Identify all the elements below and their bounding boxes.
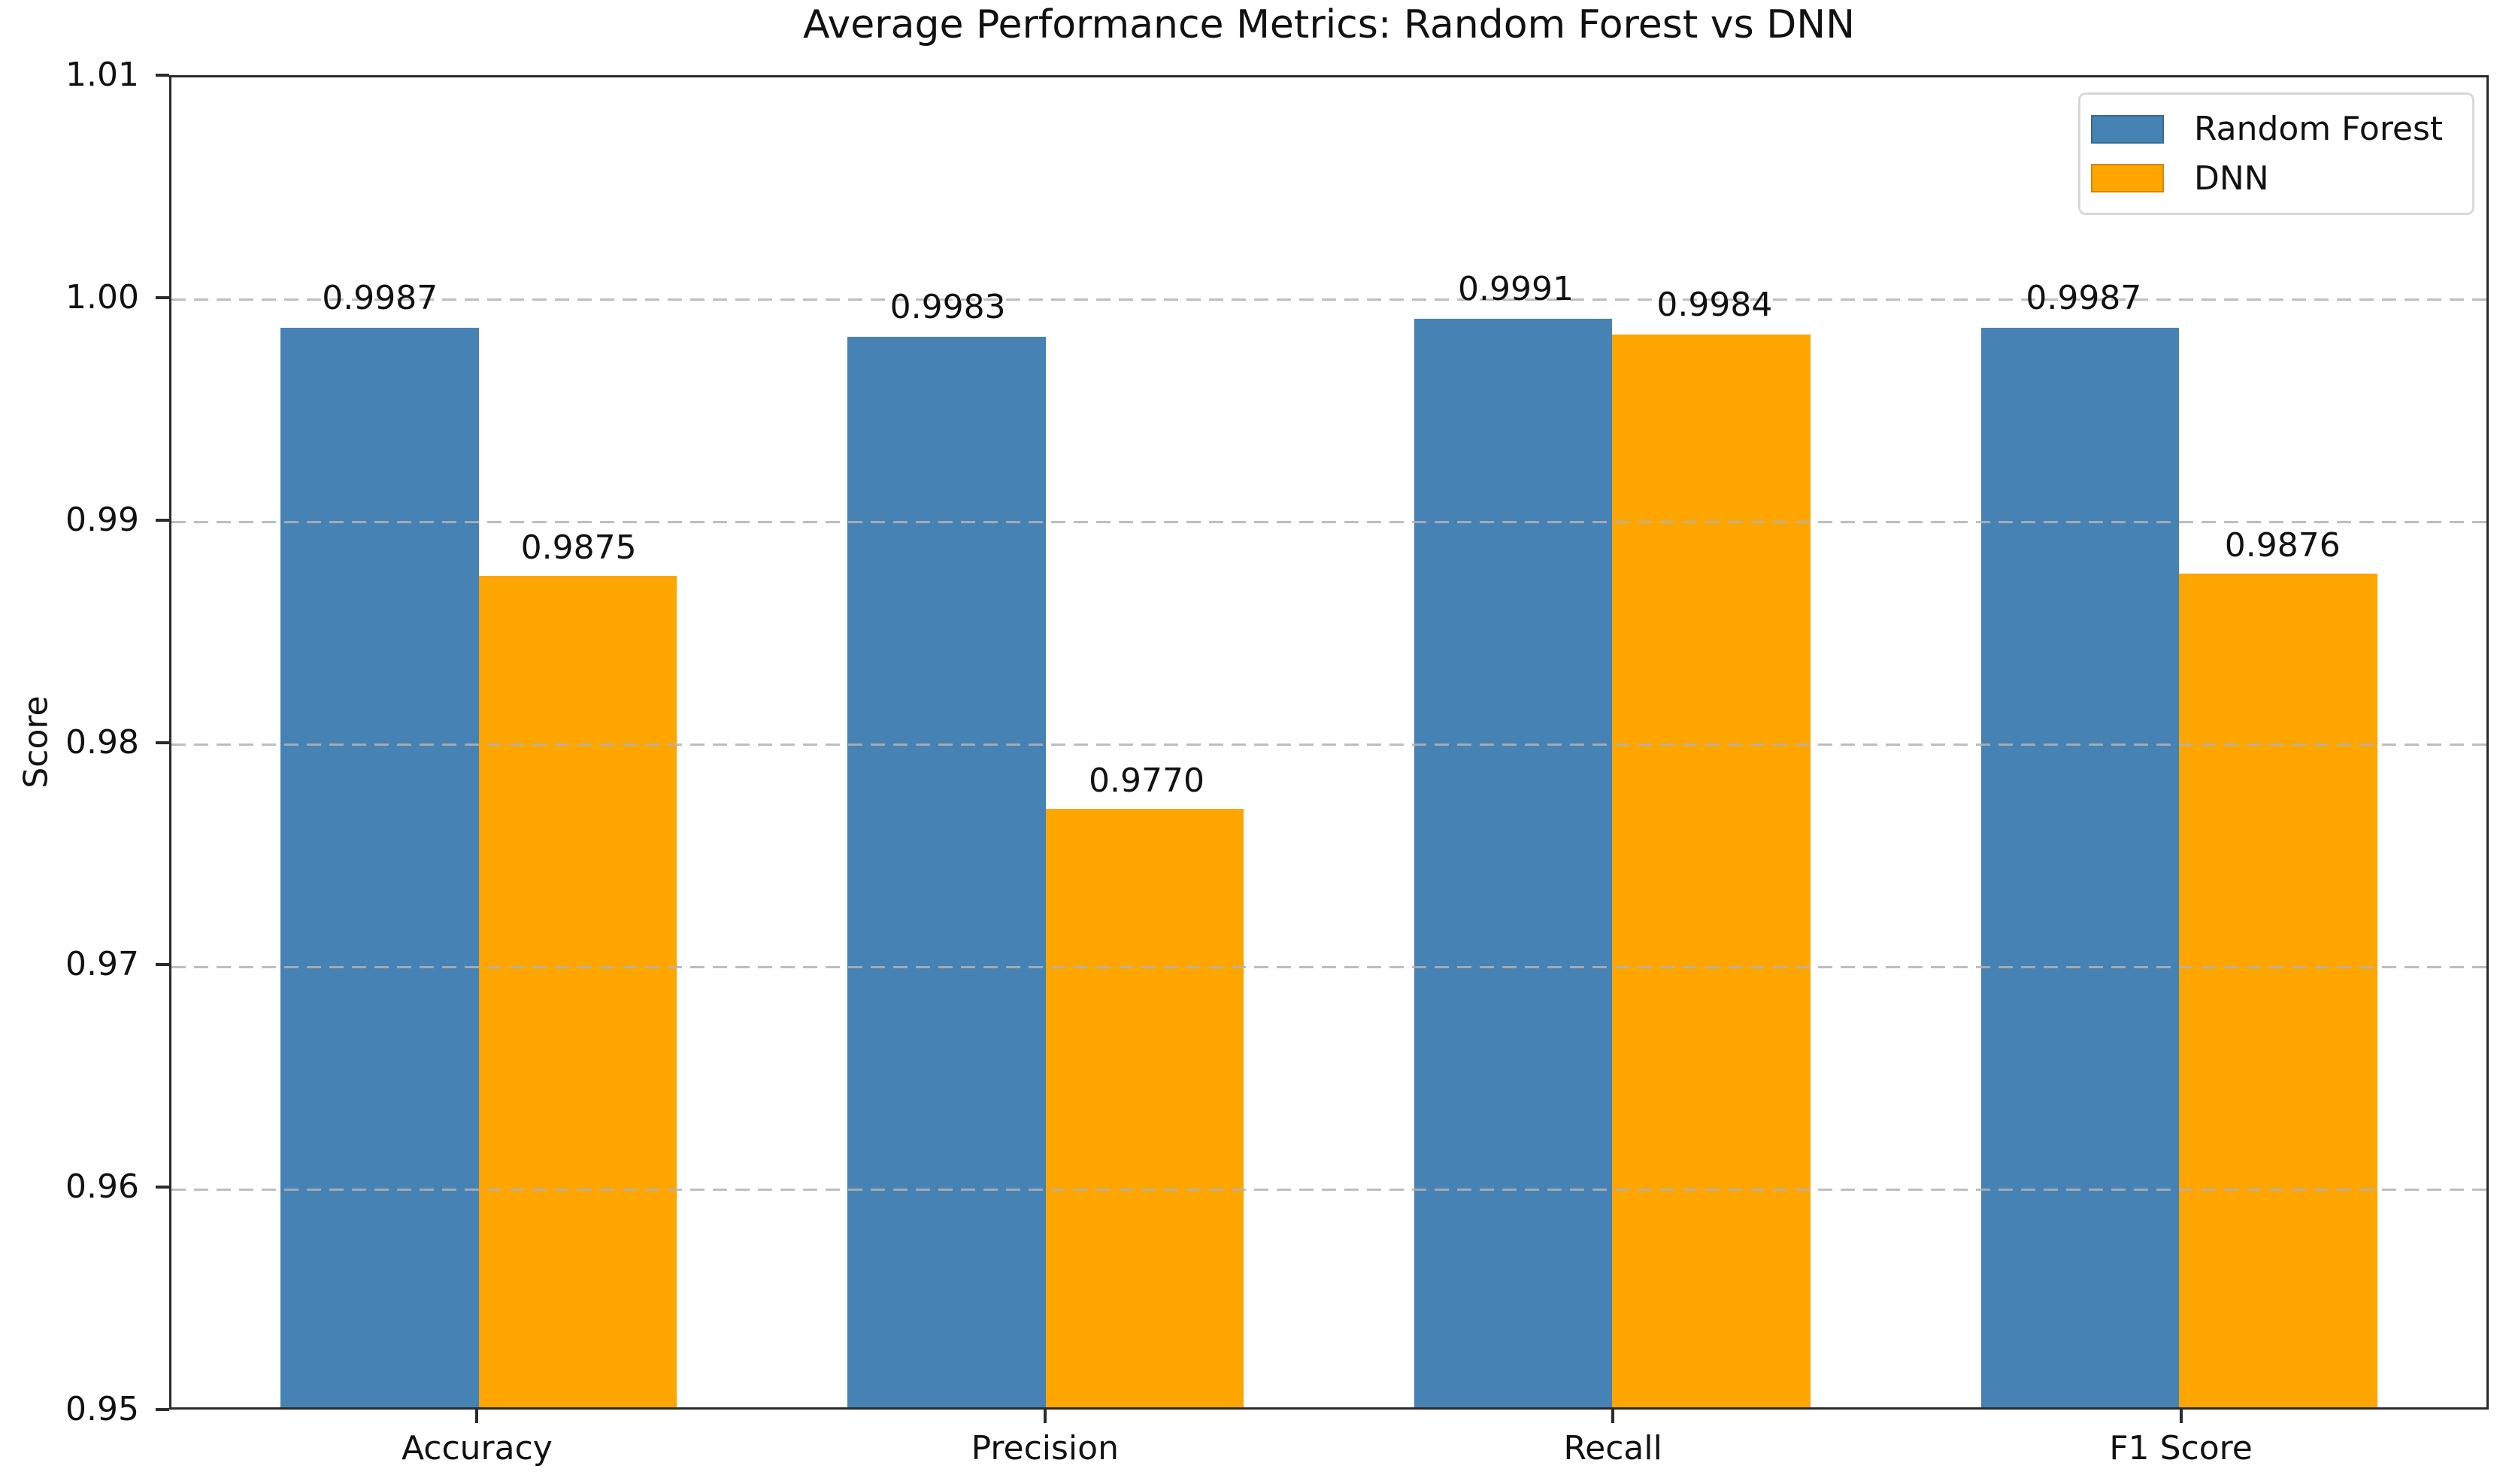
legend-swatch-random-forest xyxy=(2091,114,2164,144)
x-tick-label-recall: Recall xyxy=(1563,1429,1662,1467)
value-label-random-forest-precision: 0.9983 xyxy=(889,288,1006,327)
value-label-random-forest-accuracy: 0.9987 xyxy=(322,279,438,318)
x-tick-label-f1-score: F1 Score xyxy=(2109,1429,2253,1467)
legend-item-dnn: DNN xyxy=(2091,159,2472,198)
gridline-0.99 xyxy=(171,521,2486,524)
x-tick-label-precision: Precision xyxy=(971,1429,1119,1467)
x-tick-mark xyxy=(1043,1410,1047,1423)
bar-random-forest-f1-score xyxy=(1980,328,2180,1407)
x-tick-mark xyxy=(2179,1410,2183,1423)
legend-label-dnn: DNN xyxy=(2194,159,2269,198)
y-tick-mark xyxy=(156,1186,169,1189)
y-tick-label-0.97: 0.97 xyxy=(65,945,139,984)
y-tick-label-1.00: 1.00 xyxy=(65,277,139,316)
bar-dnn-accuracy xyxy=(478,576,677,1407)
bar-random-forest-recall xyxy=(1414,319,1613,1407)
value-label-random-forest-f1-score: 0.9987 xyxy=(2026,279,2142,318)
legend: Random Forest DNN xyxy=(2078,92,2474,215)
legend-item-random-forest: Random Forest xyxy=(2091,110,2472,148)
y-tick-label-0.95: 0.95 xyxy=(65,1390,139,1428)
value-label-dnn-precision: 0.9770 xyxy=(1089,762,1205,801)
gridline-1.00 xyxy=(171,298,2486,301)
value-label-dnn-accuracy: 0.9875 xyxy=(520,528,637,567)
y-tick-mark xyxy=(156,1408,169,1411)
value-label-random-forest-recall: 0.9991 xyxy=(1458,270,1574,309)
legend-swatch-dnn xyxy=(2091,164,2164,193)
x-tick-mark xyxy=(1611,1410,1615,1423)
gridline-0.96 xyxy=(171,1188,2486,1191)
chart-title: Average Performance Metrics: Random Fore… xyxy=(802,2,1856,47)
y-tick-label-1.01: 1.01 xyxy=(65,56,139,94)
y-tick-label-0.96: 0.96 xyxy=(65,1168,139,1207)
plot-area: 0.9987 0.9983 0.9991 0.9987 0.9875 0.9770 0.99… xyxy=(169,75,2489,1410)
y-tick-mark xyxy=(156,740,169,744)
y-tick-label-0.99: 0.99 xyxy=(65,500,139,539)
y-tick-mark xyxy=(156,295,169,299)
bar-random-forest-accuracy xyxy=(280,328,479,1407)
y-tick-mark xyxy=(156,963,169,967)
bar-dnn-precision xyxy=(1045,808,1244,1407)
value-label-dnn-f1-score: 0.9876 xyxy=(2224,525,2341,565)
y-tick-label-0.98: 0.98 xyxy=(65,722,139,762)
x-tick-label-accuracy: Accuracy xyxy=(401,1429,553,1467)
bar-dnn-recall xyxy=(1612,335,1811,1407)
y-tick-mark xyxy=(156,518,169,522)
value-label-dnn-recall: 0.9984 xyxy=(1656,286,1773,325)
y-tick-mark xyxy=(156,74,169,77)
legend-label-random-forest: Random Forest xyxy=(2194,110,2444,149)
bar-random-forest-precision xyxy=(847,336,1046,1407)
x-tick-mark xyxy=(475,1410,479,1423)
bar-dnn-f1-score xyxy=(2179,574,2378,1407)
gridline-0.98 xyxy=(171,744,2486,746)
gridline-0.97 xyxy=(171,965,2486,968)
